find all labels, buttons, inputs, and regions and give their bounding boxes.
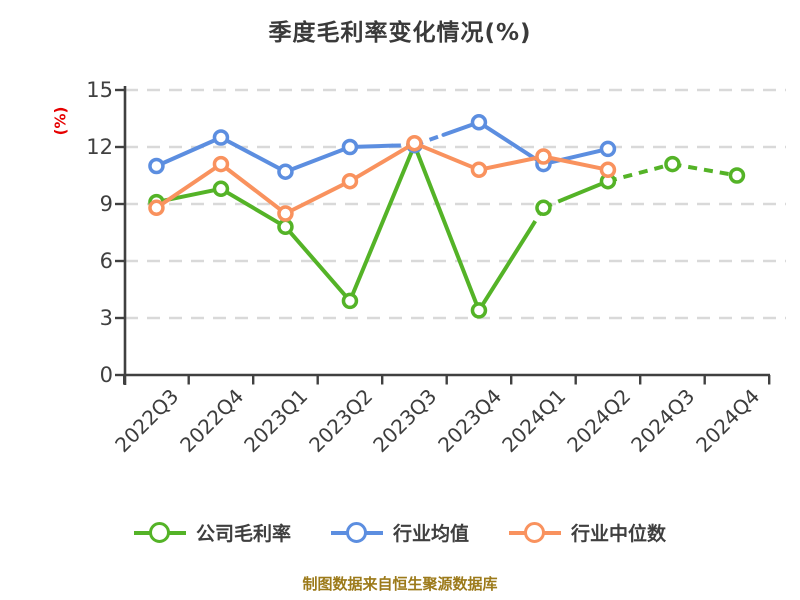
industry-average-marker-2023Q1 <box>277 163 294 180</box>
data-source-note: 制图数据来自恒生聚源数据库 <box>302 575 498 593</box>
y-tick-label-0: 0 <box>99 363 113 387</box>
company-gross-margin-marker-2023Q4 <box>470 302 488 319</box>
y-tick-label-12: 12 <box>86 135 113 159</box>
industry-median-line-segment <box>154 162 223 210</box>
chart-legend: 公司毛利率 行业均值 行业中位数 <box>0 519 800 546</box>
company-gross-margin-line-segment <box>218 186 288 229</box>
industry-average-line-segment <box>283 145 352 174</box>
y-tick-label-9: 9 <box>99 192 113 216</box>
y-tick-label-6: 6 <box>99 249 113 273</box>
industry-median-marker-2024Q2 <box>599 161 617 179</box>
legend-label: 行业均值 <box>392 523 469 545</box>
chart-title: 季度毛利率变化情况(%) <box>268 20 532 46</box>
y-tick-label-3: 3 <box>99 306 113 330</box>
company-gross-margin-line-segment <box>476 226 533 313</box>
industry-median-line-segment <box>541 154 610 172</box>
industry-median-line-segment <box>283 179 352 216</box>
legend-line-circle-icon <box>330 521 383 545</box>
company-gross-margin-marker-2022Q4 <box>212 180 230 198</box>
industry-median-line-segment <box>476 154 546 172</box>
industry-average-marker-2023Q4 <box>470 114 488 131</box>
industry-average-line-segment <box>541 146 610 167</box>
legend-line-circle-icon <box>133 521 186 545</box>
legend-item-industry-median: 行业中位数 <box>509 519 666 546</box>
industry-median-marker-2023Q4 <box>470 161 488 179</box>
industry-median-marker-2024Q1 <box>535 148 552 165</box>
industry-average-marker-2023Q2 <box>341 138 359 156</box>
industry-average-line-segment <box>218 135 288 174</box>
industry-median-marker-2022Q4 <box>212 155 230 173</box>
company-gross-margin-line-segment <box>347 143 417 303</box>
company-gross-margin-marker-2024Q4 <box>728 167 746 184</box>
company-gross-margin-line-segment <box>412 143 481 313</box>
industry-average-marker-2022Q4 <box>212 129 230 146</box>
industry-median-line-segment <box>347 141 417 184</box>
legend-label: 公司毛利率 <box>195 523 291 545</box>
industry-average-marker-2022Q3 <box>148 157 165 175</box>
company-gross-margin-line-segment <box>607 162 673 184</box>
company-gross-margin-line-segment <box>672 162 738 178</box>
industry-median-marker-2023Q1 <box>277 205 294 222</box>
industry-median-marker-2023Q2 <box>341 172 359 190</box>
industry-average-marker-2024Q2 <box>599 140 617 158</box>
industry-median-line-segment <box>218 162 288 216</box>
legend-label: 行业中位数 <box>571 523 667 545</box>
y-tick-label-15: 15 <box>86 78 113 102</box>
legend-line-circle-icon <box>509 521 561 545</box>
industry-average-line-segment <box>154 135 223 168</box>
industry-median-marker-2023Q3 <box>406 134 423 152</box>
legend-item-industry-average: 行业均值 <box>330 519 469 546</box>
company-gross-margin-marker-2024Q3 <box>664 155 681 173</box>
industry-median-line-segment <box>412 141 481 172</box>
company-gross-margin-marker-2024Q1 <box>535 199 552 217</box>
company-gross-margin-line-segment <box>283 224 352 303</box>
industry-median-marker-2022Q3 <box>148 199 165 217</box>
company-gross-margin-marker-2023Q1 <box>277 218 294 236</box>
company-gross-margin-marker-2023Q2 <box>341 292 359 310</box>
legend-item-company-gross-margin: 公司毛利率 <box>133 519 291 546</box>
